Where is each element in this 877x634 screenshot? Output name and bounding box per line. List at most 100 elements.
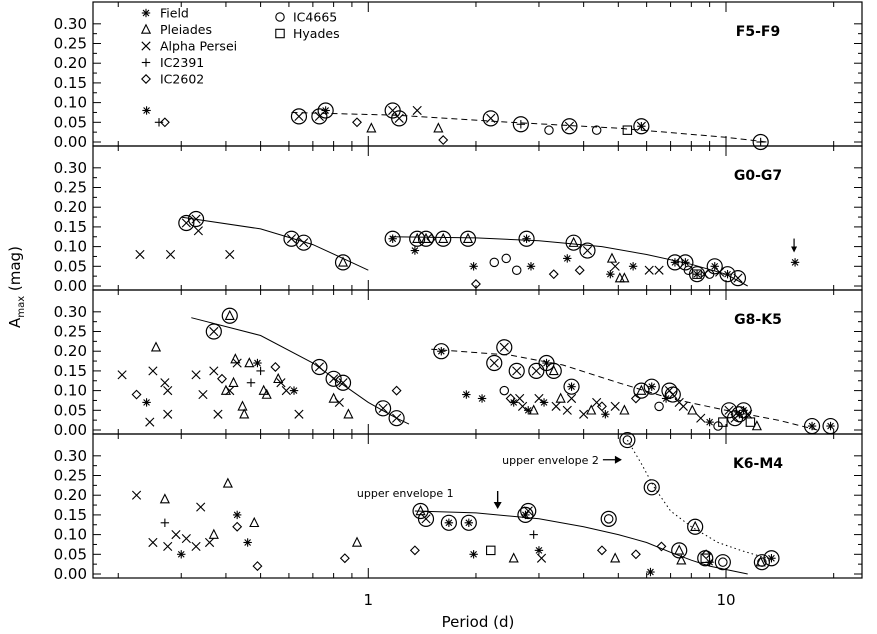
upper-envelope-solid: [191, 317, 410, 425]
panel-label: G8-K5: [734, 312, 782, 328]
alpha-persei-marker: [338, 378, 348, 388]
highlight-ring: [666, 254, 684, 271]
legend-entry-label: Pleiades: [160, 22, 212, 37]
field-star-marker: [477, 394, 487, 403]
ic2602-marker: [217, 373, 227, 384]
highlight-ring: [643, 479, 660, 496]
alpha-persei-marker: [579, 409, 589, 419]
field-star-marker: [534, 546, 544, 555]
field-star-marker: [723, 269, 732, 279]
alpha-persei-marker: [196, 502, 206, 512]
y-tick-label: 0.20: [54, 54, 87, 72]
ic4665-marker: [654, 401, 664, 412]
alpha-persei-marker: [181, 533, 191, 544]
alpha-persei-marker: [148, 537, 158, 548]
highlight-ring: [311, 358, 328, 376]
alpha-persei-marker: [163, 386, 173, 396]
field-star-marker: [289, 386, 299, 395]
ic2391-marker: [516, 120, 526, 129]
ic2602-marker: [574, 265, 585, 276]
pleiades-marker: [343, 408, 354, 419]
highlight-ring: [482, 110, 499, 127]
highlight-ring: [512, 116, 529, 133]
pleiades-marker: [366, 122, 377, 133]
highlight-ring: [496, 339, 513, 356]
alpha-persei-marker: [412, 105, 422, 116]
highlight-ring: [334, 254, 352, 271]
upper-envelope-dashed: [431, 348, 818, 431]
alpha-persei-marker: [314, 362, 324, 372]
pleiades-marker: [337, 256, 349, 267]
highlight-ring: [433, 343, 450, 360]
field-star-marker: [253, 358, 262, 368]
ic2391-marker: [756, 137, 765, 147]
highlight-ring: [283, 230, 300, 247]
y-tick-label: 0.05: [54, 257, 87, 275]
ic4665-marker: [489, 257, 500, 268]
legend-entry-label: IC2391: [160, 55, 204, 70]
field-star-marker: [647, 382, 656, 391]
ic2602-marker: [596, 545, 607, 556]
field-star-marker: [826, 421, 835, 431]
alpha-persei-marker: [696, 413, 706, 423]
ic2602-marker: [701, 549, 712, 560]
highlight-ring: [417, 230, 435, 247]
field-star-marker: [807, 421, 817, 431]
x-tick-label: 1: [364, 591, 374, 609]
field-star-marker: [388, 234, 397, 243]
pleiades-marker: [159, 493, 170, 504]
alpha-persei-marker: [213, 409, 223, 419]
pleiades-marker: [433, 122, 444, 133]
field-star-marker: [232, 510, 242, 520]
alpha-persei-marker: [523, 506, 533, 516]
field-star-marker: [563, 254, 572, 263]
pleiades-marker: [237, 400, 248, 411]
highlight-ring: [435, 230, 452, 247]
highlight-ring: [295, 234, 312, 251]
ic2602-marker: [131, 389, 142, 400]
field-star-marker: [646, 567, 655, 577]
y-tick-label: 0.25: [54, 323, 87, 341]
alpha-persei-marker: [392, 413, 402, 423]
y-axis-label-sub: max: [16, 296, 27, 318]
highlight-ring: [459, 230, 477, 247]
y-tick-label: 0.15: [54, 74, 87, 92]
y-tick-label: 0.20: [54, 198, 87, 216]
ic2602-marker: [252, 561, 263, 572]
highlight-ring: [563, 378, 580, 395]
legend-entry-label: Hyades: [293, 26, 340, 41]
field-star-marker: [469, 262, 478, 271]
pleiades-marker: [687, 404, 698, 415]
ic2602-marker: [391, 385, 402, 396]
field-star-marker: [444, 518, 454, 527]
y-tick-label: 0.05: [54, 113, 87, 131]
y-tick-label: 0.00: [54, 133, 87, 151]
highlight-ring: [545, 362, 562, 380]
alpha-persei-marker: [209, 326, 219, 337]
y-axis-label: Amax (mag): [6, 246, 27, 328]
field-star-marker: [790, 258, 800, 267]
highlight-ring: [619, 431, 636, 449]
alpha-persei-marker: [421, 514, 431, 524]
y-tick-label: 0.25: [54, 35, 87, 53]
pleiades-marker: [548, 364, 559, 376]
alpha-persei-marker: [131, 490, 142, 500]
arrowhead-icon: [791, 246, 798, 253]
pleiades-marker: [244, 357, 255, 368]
highlight-ring: [178, 214, 195, 232]
highlight-ring: [729, 270, 747, 287]
alpha-persei-marker: [225, 249, 235, 260]
alpha-persei-marker: [534, 393, 544, 404]
pleiades-marker: [606, 252, 618, 263]
ic4665-marker: [591, 125, 602, 135]
ic4665-marker: [499, 385, 510, 396]
alpha-persei-marker: [225, 386, 235, 396]
alpha-persei-marker: [654, 265, 664, 275]
upper-envelope-solid: [414, 510, 748, 575]
highlight-ring: [460, 514, 477, 531]
alpha-persei-marker: [198, 389, 208, 400]
alpha-persei-marker: [562, 405, 572, 415]
field-star-marker: [462, 390, 471, 399]
alpha-persei-marker: [334, 397, 344, 408]
hyades-marker: [745, 417, 756, 427]
